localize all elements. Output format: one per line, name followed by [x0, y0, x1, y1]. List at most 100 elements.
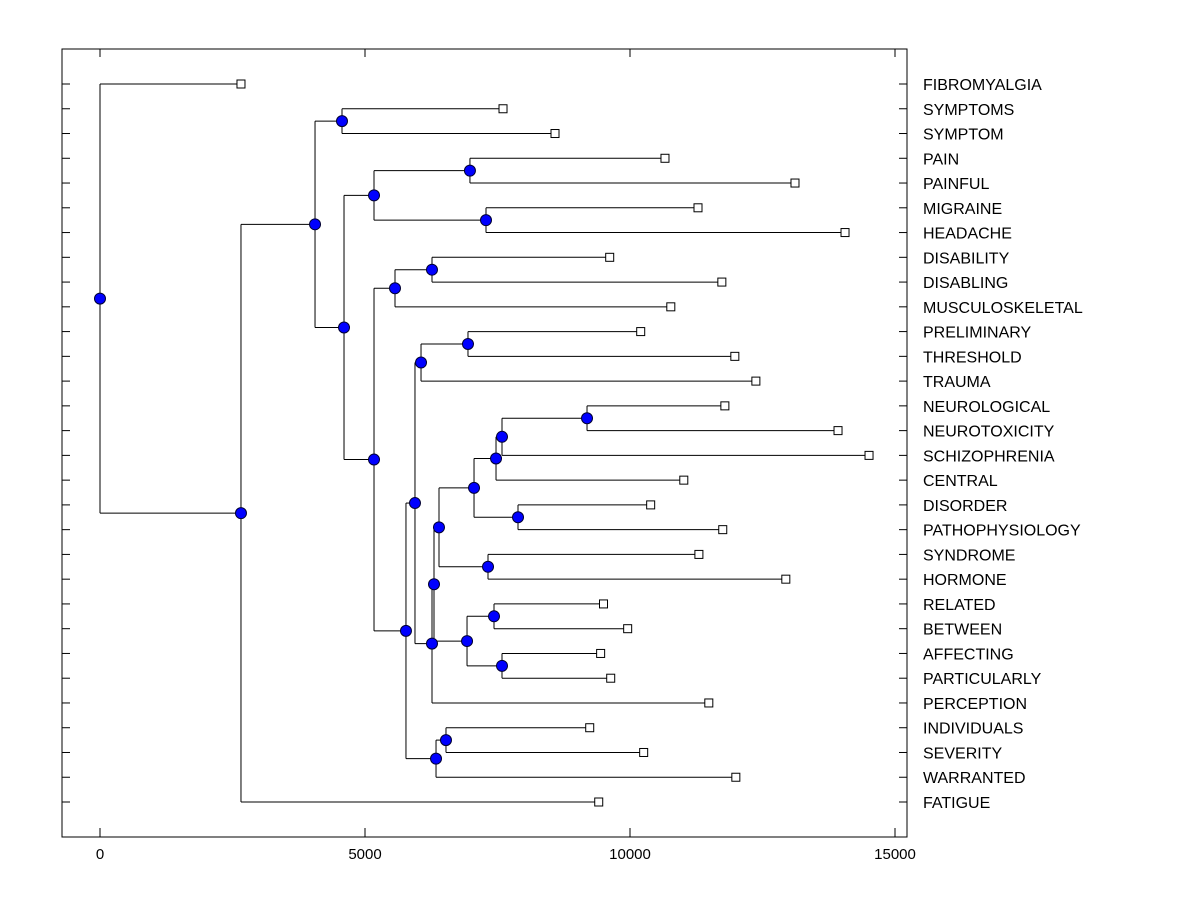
merge-node: [430, 752, 443, 765]
leaf-marker: [605, 252, 615, 262]
merge-node: [234, 507, 247, 520]
leaf-label: MIGRAINE: [923, 201, 1002, 218]
leaf-marker: [718, 525, 728, 535]
leaf-marker: [864, 450, 874, 460]
dendrogram-nodes: [94, 115, 594, 765]
leaf-label: SEVERITY: [923, 745, 1002, 762]
leaf-label: BETWEEN: [923, 622, 1002, 639]
leaf-label: DISABILITY: [923, 250, 1010, 267]
leaf-marker: [236, 79, 246, 89]
merge-node: [338, 321, 351, 334]
merge-node: [309, 218, 322, 231]
merge-node: [512, 511, 525, 524]
plot-frame: [61, 48, 908, 838]
leaf-marker: [639, 747, 649, 757]
leaf-label: FIBROMYALGIA: [923, 77, 1042, 94]
x-tick-label: 5000: [348, 846, 381, 863]
leaf-label: HEADACHE: [923, 226, 1012, 243]
merge-node: [94, 292, 106, 305]
leaf-label: TRAUMA: [923, 374, 991, 391]
leaf-marker: [833, 426, 843, 436]
dendrogram-leaves: [236, 79, 874, 807]
merge-node: [482, 560, 495, 573]
leaf-marker: [790, 178, 800, 188]
leaf-label: DISORDER: [923, 498, 1007, 515]
leaf-marker: [623, 624, 633, 634]
leaf-label: PRELIMINARY: [923, 325, 1032, 342]
leaf-label: MUSCULOSKELETAL: [923, 300, 1083, 317]
merge-node: [488, 610, 501, 623]
merge-node: [425, 263, 438, 276]
merge-node: [439, 734, 452, 747]
leaf-marker: [717, 277, 727, 287]
leaf-label: DISABLING: [923, 275, 1008, 292]
leaf-label: FATIGUE: [923, 795, 990, 812]
leaf-marker: [666, 302, 676, 312]
leaf-marker: [636, 327, 646, 337]
leaf-label: PERCEPTION: [923, 696, 1027, 713]
leaf-label: PARTICULARLY: [923, 671, 1042, 688]
leaf-label: INDIVIDUALS: [923, 721, 1023, 738]
leaf-label: AFFECTING: [923, 646, 1014, 663]
merge-node: [368, 453, 381, 466]
leaf-marker: [693, 203, 703, 213]
leaf-label: SYMPTOM: [923, 127, 1004, 144]
leaf-label: CENTRAL: [923, 473, 998, 490]
leaf-marker: [781, 574, 791, 584]
merge-node: [461, 635, 474, 648]
leaf-marker: [720, 401, 730, 411]
leaf-label: NEUROLOGICAL: [923, 399, 1050, 416]
leaf-label: SYMPTOMS: [923, 102, 1014, 119]
leaf-label: PAIN: [923, 151, 959, 168]
merge-node: [479, 214, 492, 227]
merge-node: [388, 282, 401, 295]
leaf-label: THRESHOLD: [923, 349, 1022, 366]
leaf-marker: [660, 153, 670, 163]
leaf-marker: [498, 104, 508, 114]
merge-node: [408, 497, 421, 510]
leaf-marker: [694, 549, 704, 559]
merge-node: [399, 624, 412, 637]
x-tick-label: 0: [96, 846, 104, 863]
leaf-labels: FIBROMYALGIA SYMPTOMS SYMPTOM PAIN PAINFUL MI…: [923, 77, 1083, 812]
leaf-marker: [751, 376, 761, 386]
x-tick-label: 10000: [609, 846, 651, 863]
leaf-label: NEUROTOXICITY: [923, 424, 1055, 441]
merge-node: [432, 521, 445, 534]
leaf-label: SYNDROME: [923, 547, 1015, 564]
leaf-marker: [596, 648, 606, 658]
leaf-marker: [550, 129, 560, 139]
leaf-marker: [606, 673, 616, 683]
merge-node: [496, 430, 509, 443]
x-tick-label: 15000: [874, 846, 916, 863]
merge-node: [581, 412, 594, 425]
leaf-label: PATHOPHYSIOLOGY: [923, 523, 1081, 540]
axis-ticks: [62, 49, 907, 837]
merge-node: [490, 452, 503, 465]
leaf-marker: [730, 351, 740, 361]
merge-node: [468, 481, 481, 494]
leaf-label: PAINFUL: [923, 176, 989, 193]
leaf-marker: [599, 599, 608, 609]
leaf-marker: [679, 475, 689, 485]
merge-node: [368, 189, 381, 202]
leaf-label: SCHIZOPHRENIA: [923, 448, 1055, 465]
merge-node: [463, 164, 476, 177]
leaf-marker: [585, 723, 595, 733]
leaf-marker: [731, 772, 741, 782]
merge-node: [461, 337, 474, 350]
leaf-label: WARRANTED: [923, 770, 1026, 787]
merge-node: [415, 356, 428, 369]
x-tick-labels: 0 5000 10000 15000: [96, 846, 916, 863]
dendrogram-links: [99, 83, 870, 803]
leaf-label: RELATED: [923, 597, 996, 614]
leaf-label: HORMONE: [923, 572, 1007, 589]
leaf-marker: [594, 797, 604, 807]
merge-node: [496, 659, 509, 672]
leaf-marker: [704, 698, 714, 708]
merge-node: [428, 578, 441, 591]
leaf-marker: [646, 500, 656, 510]
merge-node: [425, 637, 438, 650]
merge-node: [335, 115, 348, 128]
